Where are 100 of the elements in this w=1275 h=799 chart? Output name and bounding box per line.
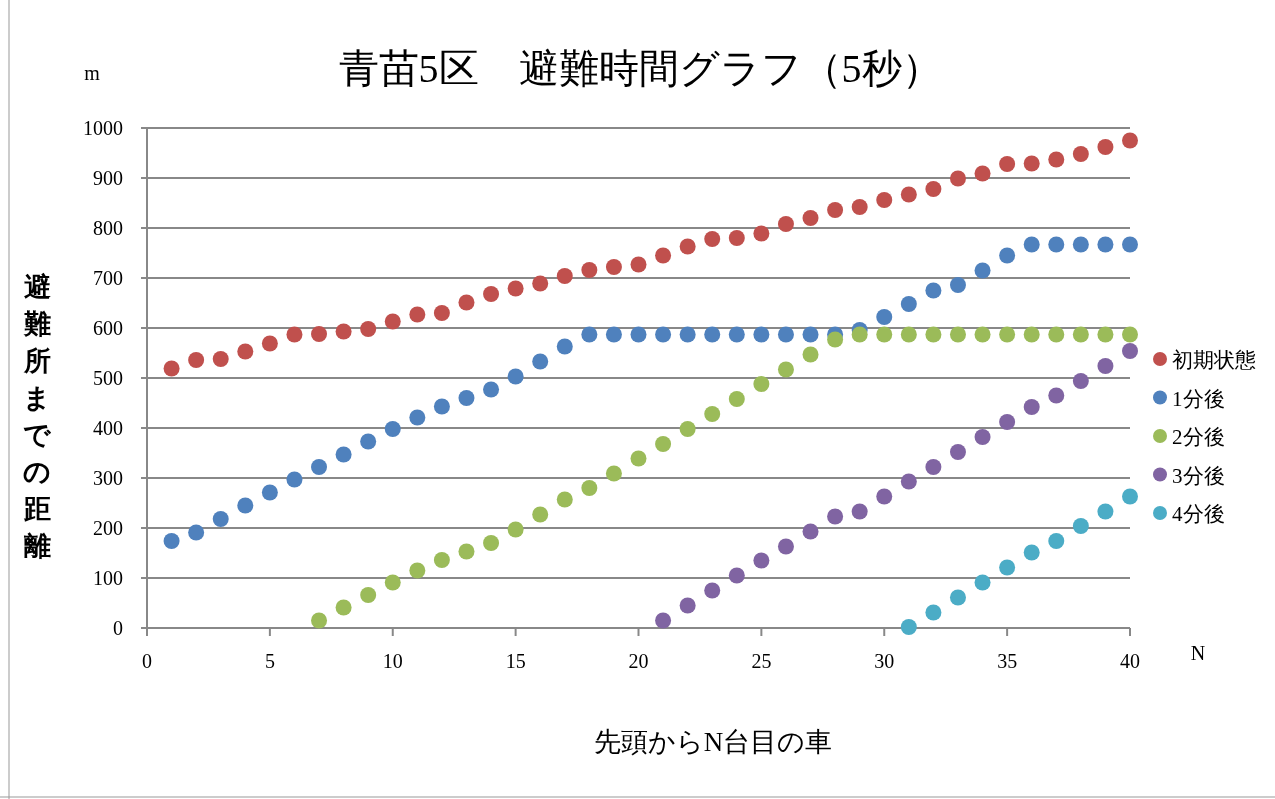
point	[1122, 236, 1138, 253]
point	[212, 511, 229, 527]
point	[925, 282, 942, 299]
point	[679, 597, 696, 614]
point	[704, 231, 721, 247]
point	[876, 192, 893, 208]
legend-label: 4分後	[1172, 502, 1225, 526]
point	[900, 473, 917, 490]
point	[655, 612, 672, 629]
point	[335, 599, 352, 616]
point	[483, 535, 500, 551]
point	[802, 210, 819, 226]
point	[237, 343, 254, 360]
point	[728, 391, 745, 407]
point	[409, 409, 426, 426]
point	[237, 497, 254, 514]
point	[900, 296, 917, 312]
point	[311, 612, 328, 629]
point	[556, 491, 573, 508]
point	[900, 186, 917, 203]
point	[655, 247, 672, 264]
point	[1097, 236, 1114, 253]
point	[999, 414, 1016, 430]
point	[384, 421, 401, 437]
point	[802, 326, 819, 343]
point	[311, 326, 328, 342]
x-tick-label: 20	[628, 650, 649, 672]
x-tick-label: 10	[382, 650, 403, 672]
point	[630, 256, 647, 273]
point	[1072, 236, 1089, 253]
point	[188, 352, 205, 368]
y-tick-label: 400	[93, 417, 123, 439]
x-tick-label: 0	[142, 650, 152, 672]
point	[360, 321, 377, 337]
point	[1097, 139, 1114, 155]
point	[728, 230, 745, 246]
point	[827, 202, 844, 218]
point	[409, 306, 426, 323]
point	[974, 429, 991, 445]
point	[974, 574, 991, 591]
point	[433, 305, 450, 321]
point	[1122, 326, 1138, 343]
point	[1023, 544, 1040, 561]
point	[1072, 326, 1089, 343]
point	[876, 326, 893, 343]
point	[507, 368, 524, 385]
point	[777, 538, 794, 555]
point	[261, 335, 278, 352]
legend-label: 1分後	[1172, 386, 1225, 411]
point	[753, 376, 770, 392]
point	[458, 294, 475, 311]
point	[286, 326, 303, 343]
x-tick-label: 15	[505, 650, 526, 672]
point	[360, 587, 377, 603]
point	[458, 543, 475, 560]
point	[753, 552, 770, 569]
point	[409, 562, 426, 579]
point	[728, 326, 745, 343]
text: N	[1190, 642, 1206, 664]
legend-label: 3分後	[1172, 463, 1225, 488]
y-tick-label: 700	[93, 267, 123, 289]
point	[1072, 373, 1089, 389]
point	[1122, 488, 1138, 505]
point	[360, 433, 377, 450]
point	[1048, 326, 1065, 343]
y-axis-title: 避難所までの距離	[22, 272, 52, 561]
legend-label: 初期状態	[1172, 348, 1256, 372]
y-tick-label: 600	[93, 317, 123, 339]
point	[949, 326, 966, 343]
point	[1097, 503, 1114, 520]
y-tick-label: 900	[93, 167, 123, 189]
point	[876, 309, 893, 325]
point	[851, 503, 868, 520]
point	[286, 471, 303, 488]
y-tick-label: 800	[93, 217, 123, 239]
point	[1023, 155, 1040, 172]
point	[556, 268, 573, 284]
point	[949, 277, 966, 293]
point	[581, 262, 598, 278]
point	[1072, 146, 1089, 162]
point	[974, 165, 991, 182]
point	[433, 398, 450, 415]
point	[384, 313, 401, 330]
point	[827, 331, 844, 348]
point	[949, 444, 966, 460]
point	[384, 574, 401, 591]
point	[1023, 236, 1040, 253]
point	[1097, 358, 1114, 374]
point	[335, 446, 352, 463]
point	[261, 484, 278, 501]
point	[581, 326, 598, 343]
legend-label: 2分後	[1172, 425, 1225, 449]
point	[335, 323, 352, 340]
point	[999, 247, 1016, 264]
point	[851, 199, 868, 215]
point	[433, 552, 450, 568]
point	[507, 280, 524, 297]
point	[851, 326, 868, 343]
point	[728, 567, 745, 584]
point	[163, 533, 180, 549]
